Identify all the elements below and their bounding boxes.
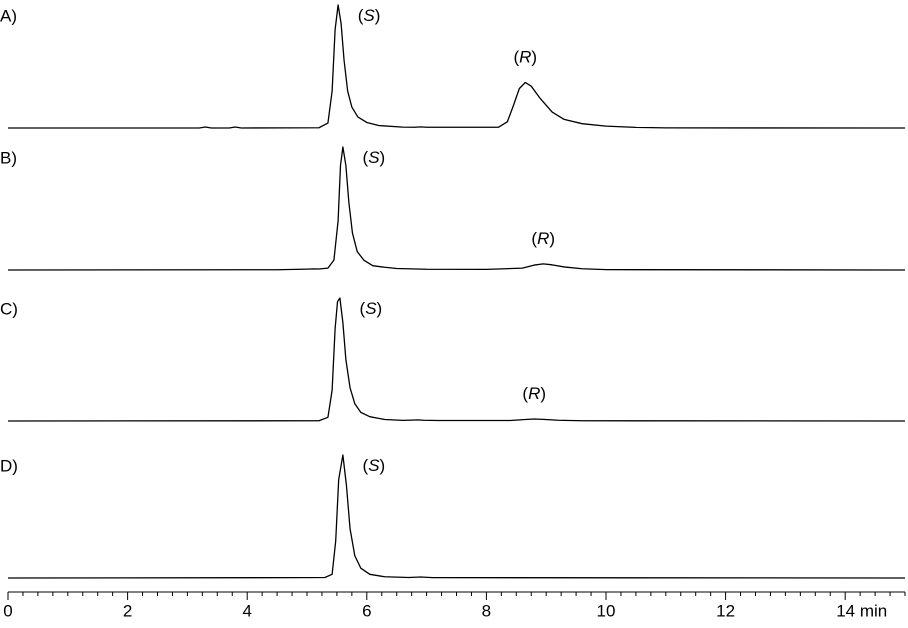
trace [7, 146, 906, 271]
x-tick-label: 2 [123, 601, 132, 620]
x-tick-label: 6 [362, 601, 371, 620]
peak-annotation: (S) [358, 6, 381, 25]
peak-annotation: (R) [522, 385, 546, 404]
trace [7, 454, 906, 579]
panel-label: A) [0, 6, 17, 25]
peak-annotation: (S) [360, 299, 383, 318]
trace [8, 4, 906, 129]
panel-label: B) [0, 148, 17, 167]
panel-label: C) [0, 299, 18, 318]
x-tick-label: 10 [597, 601, 616, 620]
trace [7, 297, 906, 422]
x-tick-label: 0 [3, 601, 12, 620]
peak-annotation: (R) [531, 229, 555, 248]
x-tick-label: 8 [482, 601, 491, 620]
panel-label: D) [0, 456, 18, 475]
peak-annotation: (S) [363, 148, 386, 167]
x-tick-label: 14 min [836, 601, 887, 620]
peak-annotation: (S) [363, 456, 386, 475]
x-tick-label: 12 [716, 601, 735, 620]
peak-annotation: (R) [513, 48, 537, 67]
x-tick-label: 4 [242, 601, 251, 620]
